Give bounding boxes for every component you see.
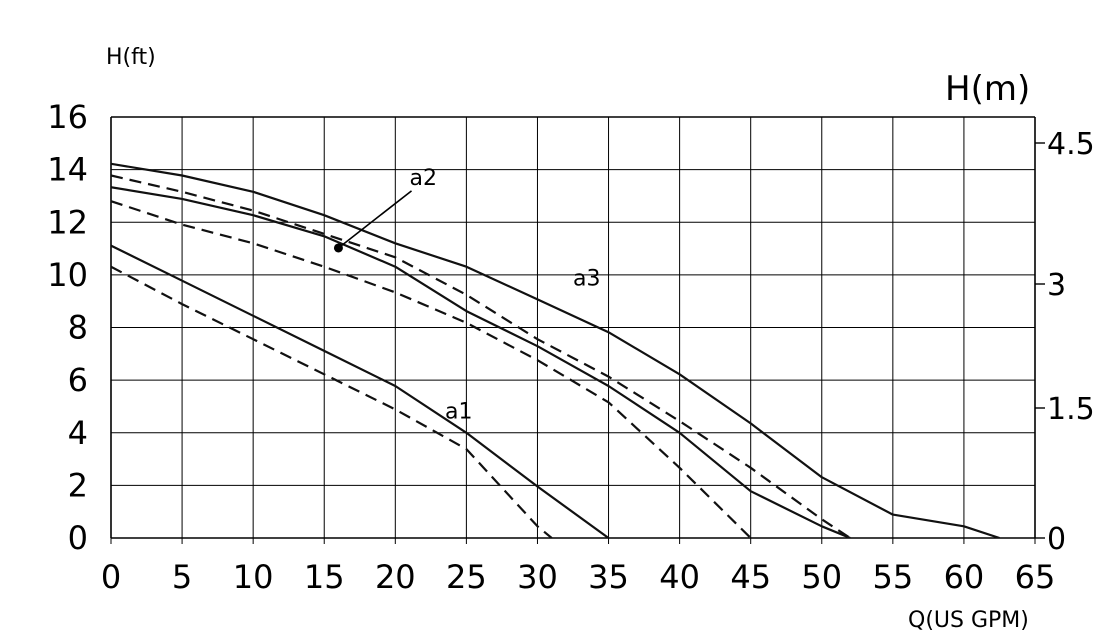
y-tick-label-right: 0 <box>1047 522 1066 557</box>
x-tick-label: 50 <box>801 558 842 596</box>
y-tick-label-right: 4.5 <box>1047 127 1095 162</box>
y-axis-right-label: H(m) <box>945 69 1030 109</box>
y-tick-label-left: 16 <box>47 98 88 136</box>
y-tick-label-right: 1.5 <box>1047 392 1095 427</box>
series-curve-5 <box>111 174 851 538</box>
y-tick-label-left: 6 <box>68 361 88 399</box>
y-tick-label-left: 2 <box>68 466 88 504</box>
x-tick-label: 0 <box>101 558 121 596</box>
series-curve-1 <box>111 244 610 538</box>
x-tick-label: 15 <box>304 558 345 596</box>
series-curve-4 <box>111 200 752 538</box>
tick-labels: 0 5 10 15 20 25 30 35 40 45 50 55 60 6516141210864204… <box>47 98 1094 596</box>
y-tick-label-left: 12 <box>47 203 88 241</box>
x-axis-label: Q(US GPM) <box>908 608 1029 633</box>
y-tick-label-left: 0 <box>68 519 88 557</box>
x-tick-label: 45 <box>730 558 771 596</box>
x-tick-label: 20 <box>375 558 416 596</box>
x-tick-label: 30 <box>517 558 558 596</box>
annotation-leader <box>337 190 413 249</box>
y-tick-label-right: 3 <box>1047 268 1066 303</box>
annotations: a1 a2 a3 <box>333 166 600 425</box>
x-tick-label: 60 <box>944 558 985 596</box>
y-tick-label-left: 14 <box>47 151 88 189</box>
x-tick-label: 40 <box>659 558 700 596</box>
annotation-a1: a1 <box>445 400 472 425</box>
x-tick-label: 65 <box>1015 558 1056 596</box>
y-tick-label-left: 10 <box>47 256 88 294</box>
series-curve-6 <box>111 162 1000 538</box>
x-tick-label: 10 <box>233 558 274 596</box>
x-tick-label: 35 <box>588 558 629 596</box>
y-axis-left-label: H(ft) <box>106 45 156 70</box>
x-tick-label: 25 <box>446 558 487 596</box>
annotation-a3: a3 <box>573 266 600 291</box>
x-tick-label: 55 <box>872 558 913 596</box>
curves <box>111 162 1000 538</box>
y-tick-label-left: 8 <box>68 309 88 347</box>
annotation-a2: a2 <box>410 166 437 191</box>
grid <box>110 116 1045 544</box>
series-curve-3 <box>111 186 851 538</box>
y-tick-label-left: 4 <box>68 414 88 452</box>
x-tick-label: 5 <box>172 558 192 596</box>
annotation-point <box>333 243 343 253</box>
